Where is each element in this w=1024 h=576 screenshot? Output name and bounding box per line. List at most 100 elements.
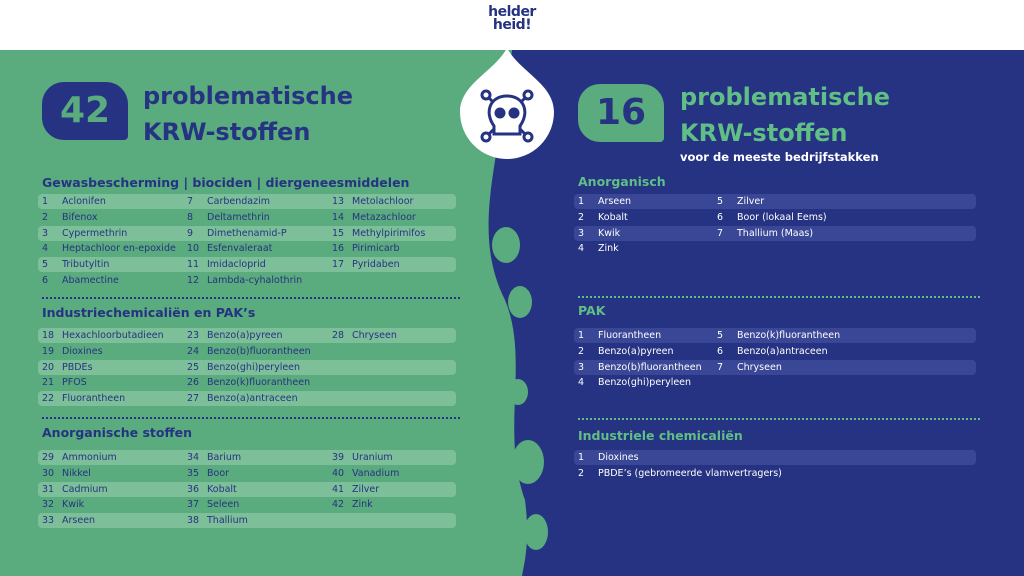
item-name: Hexachloorbutadieen <box>62 330 164 341</box>
item-number: 2 <box>42 211 49 223</box>
item-name: Pyridaben <box>352 259 400 271</box>
item-number: 38 <box>187 515 200 527</box>
item-number: 39 <box>332 452 345 463</box>
item-number: 25 <box>187 361 200 373</box>
item-name: Zink <box>598 243 619 255</box>
separator <box>578 296 980 298</box>
item-name: Tributyltin <box>62 259 110 271</box>
item-number: 13 <box>332 196 345 207</box>
item-number: 1 <box>42 196 49 207</box>
item-number: 33 <box>42 515 55 527</box>
item-name: Thallium (Maas) <box>737 227 814 239</box>
item-number: 35 <box>187 467 200 479</box>
count-badge: 16 <box>578 84 664 142</box>
title: problematische <box>680 83 890 111</box>
item-number: 26 <box>187 377 200 389</box>
item-name: Chryseen <box>352 330 397 341</box>
item-name: Dioxines <box>598 452 639 463</box>
item-name: Uranium <box>352 452 393 463</box>
item-number: 32 <box>42 499 55 511</box>
item-number: 28 <box>332 330 345 341</box>
item-name: Kobalt <box>598 211 628 223</box>
item-name: Benzo(a)antraceen <box>737 345 828 357</box>
item-number: 6 <box>42 275 49 286</box>
drop <box>524 514 548 550</box>
item-name: Benzo(k)fluorantheen <box>207 377 311 389</box>
item-name: Benzo(b)fluorantheen <box>598 361 702 373</box>
item-number: 4 <box>42 243 49 255</box>
item-number: 12 <box>187 275 200 286</box>
item-number: 1 <box>578 452 585 463</box>
item-name: Fluorantheen <box>598 330 662 341</box>
item-number: 2 <box>578 467 585 479</box>
item-number: 18 <box>42 330 55 341</box>
item-name: PBDE’s (gebromeerde vlamvertragers) <box>598 467 782 479</box>
section-heading: Anorganische stoffen <box>42 425 192 440</box>
item-number: 15 <box>332 227 345 239</box>
item-number: 7 <box>717 361 724 373</box>
item-name: Fluorantheen <box>62 393 126 405</box>
item-number: 5 <box>717 196 724 207</box>
item-name: Dioxines <box>62 345 103 357</box>
top-bar <box>0 0 1024 50</box>
item-name: Zilver <box>352 483 380 495</box>
item-name: Nikkel <box>62 467 91 479</box>
item-name: Lambda-cyhalothrin <box>207 275 303 286</box>
item-number: 3 <box>578 227 585 239</box>
item-number: 20 <box>42 361 55 373</box>
row-stripe <box>38 391 456 407</box>
item-name: Kwik <box>598 227 621 239</box>
item-name: Benzo(a)antraceen <box>207 393 298 405</box>
item-name: Imidacloprid <box>207 259 266 271</box>
row-stripe <box>38 225 456 241</box>
separator <box>578 418 980 420</box>
section-heading: Gewasbescherming | biociden | diergenees… <box>42 175 410 190</box>
drop <box>512 440 544 484</box>
item-name: Benzo(ghi)peryleen <box>598 377 692 389</box>
item-name: Pirimicarb <box>352 243 400 255</box>
item-name: Kobalt <box>207 483 237 495</box>
item-name: PFOS <box>62 377 87 389</box>
item-number: 22 <box>42 393 55 405</box>
item-number: 36 <box>187 483 200 495</box>
item-name: Arseen <box>598 196 632 207</box>
item-name: Heptachloor en-epoxide <box>62 243 176 255</box>
item-number: 5 <box>42 259 49 271</box>
item-number: 2 <box>578 211 585 223</box>
item-number: 40 <box>332 467 345 479</box>
navy-panel <box>488 50 1024 576</box>
item-name: Metolachloor <box>352 196 414 207</box>
item-name: Abamectine <box>62 275 119 286</box>
item-number: 8 <box>187 211 194 223</box>
count-badge: 42 <box>42 82 128 140</box>
item-number: 29 <box>42 452 55 463</box>
item-number: 14 <box>332 211 345 223</box>
item-name: Metazachloor <box>352 211 416 223</box>
item-number: 11 <box>187 259 200 271</box>
item-number: 5 <box>717 330 724 341</box>
item-name: Zilver <box>737 196 765 207</box>
title: KRW-stoffen <box>143 118 311 146</box>
row-stripe <box>38 257 456 273</box>
item-name: Benzo(k)fluorantheen <box>737 330 841 341</box>
item-number: 3 <box>42 227 49 239</box>
item-name: Dimethenamid-P <box>207 227 287 239</box>
item-name: Esfenvaleraat <box>207 243 273 255</box>
item-number: 9 <box>187 227 194 239</box>
item-name: Benzo(b)fluorantheen <box>207 345 311 357</box>
item-number: 10 <box>187 243 200 255</box>
row-stripe <box>574 194 976 209</box>
item-number: 27 <box>187 393 200 405</box>
row-stripe <box>38 328 456 343</box>
item-number: 16 <box>332 243 345 255</box>
item-name: Bifenox <box>62 211 98 223</box>
item-name: Benzo(ghi)peryleen <box>207 361 301 373</box>
item-number: 6 <box>717 345 724 357</box>
item-number: 4 <box>578 377 585 389</box>
separator <box>42 417 460 419</box>
item-number: 19 <box>42 345 55 357</box>
skull-icon <box>480 89 534 143</box>
drop <box>508 379 528 405</box>
item-number: 1 <box>578 196 585 207</box>
